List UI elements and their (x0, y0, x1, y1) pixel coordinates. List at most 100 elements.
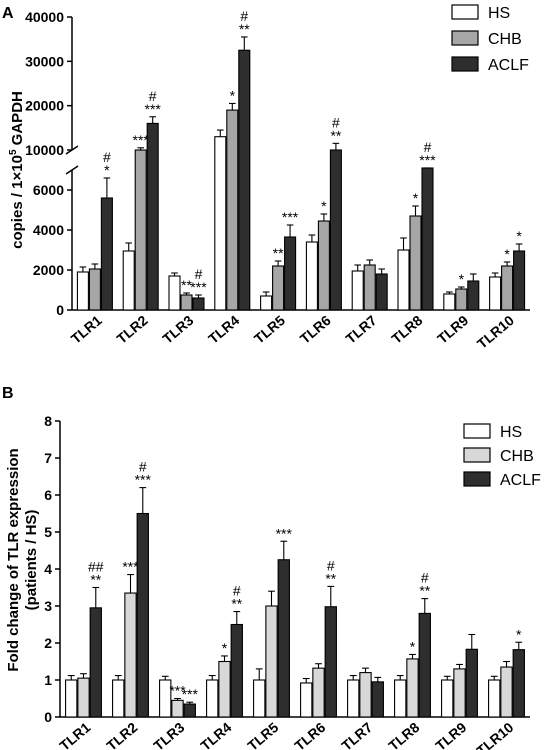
bar-chb-tlr9 (455, 288, 468, 311)
legend-label-chb: CHB (488, 31, 522, 48)
bar-hs-tlr4 (214, 136, 227, 311)
bar-chb-tlr2 (124, 592, 137, 718)
significance-marker: # (195, 266, 203, 282)
bar-chb-tlr1 (77, 677, 90, 718)
bar-hs-tlr7 (351, 270, 364, 311)
legend-label-chb: CHB (500, 448, 534, 465)
significance-marker: *** (133, 132, 150, 148)
x-tick-label: TLR2 (114, 312, 151, 347)
axis-break-mark (65, 165, 79, 175)
significance-marker: ** (330, 127, 341, 143)
significance-marker: *** (276, 525, 293, 541)
significance-marker: # (327, 557, 335, 573)
y-tick-label: 2000 (33, 262, 64, 278)
panel-b-letter: B (2, 385, 14, 402)
significance-marker: ** (419, 583, 430, 599)
significance-marker: * (516, 228, 522, 244)
legend-label-hs: HS (500, 424, 522, 441)
bar-aclf-tlr3 (183, 703, 196, 718)
y-tick-label: 40000 (25, 9, 64, 25)
y-tick-label: 10000 (25, 142, 64, 158)
significance-marker: * (459, 271, 465, 287)
significance-marker: * (321, 198, 327, 214)
significance-marker: ## (88, 559, 104, 575)
significance-marker: # (421, 570, 429, 586)
legend-swatch-chb (451, 30, 479, 46)
significance-marker: * (222, 640, 228, 656)
y-tick-label: 0 (56, 302, 64, 318)
bar-chb-tlr7 (363, 264, 376, 311)
legend-label-hs: HS (488, 5, 510, 22)
bar-chb-tlr5 (272, 265, 285, 311)
significance-marker: *** (169, 683, 186, 699)
significance-marker: * (504, 246, 510, 262)
significance-marker: ** (231, 596, 242, 612)
significance-marker: ** (325, 570, 336, 586)
bar-aclf-tlr5 (277, 559, 290, 718)
bar-chb-tlr10 (501, 265, 514, 311)
bar-aclf-tlr10 (513, 250, 526, 311)
significance-marker: *** (135, 472, 152, 488)
y-tick-label: 0 (44, 709, 52, 725)
y-tick-label: 3 (44, 598, 52, 614)
legend-label-aclf: ACLF (500, 472, 541, 489)
y-tick-label: 1 (44, 672, 52, 688)
x-tick-label: TLR6 (297, 312, 334, 347)
x-tick-label: TLR5 (244, 719, 281, 750)
bar-chb-tlr3 (171, 699, 184, 718)
bar-hs-tlr9 (441, 679, 454, 718)
panel-b-ylabel-line1: Fold change of TLR expression (5, 448, 22, 671)
y-tick-label: 20000 (25, 98, 64, 114)
bar-hs-tlr5 (260, 295, 273, 311)
x-tick-label: TLR8 (388, 312, 425, 347)
y-tick-label: 4 (44, 561, 52, 577)
bar-aclf-tlr6 (329, 149, 342, 311)
panel-a-plot: 020004000600010000200003000040000*******… (25, 4, 530, 352)
bar-aclf-tlr6 (324, 606, 337, 718)
y-tick-label: 30000 (25, 53, 64, 69)
x-tick-label: TLR1 (56, 719, 93, 750)
significance-marker: # (332, 114, 340, 130)
bar-hs-tlr6 (305, 241, 318, 311)
x-tick-label: TLR5 (251, 312, 288, 347)
bar-hs-tlr8 (394, 679, 407, 718)
significance-marker: * (410, 638, 416, 654)
significance-marker: # (103, 149, 111, 165)
x-tick-label: TLR4 (197, 719, 234, 750)
significance-marker: *** (282, 209, 299, 225)
x-tick-label: TLR6 (291, 719, 328, 750)
bar-chb-tlr8 (409, 215, 422, 311)
bar-chb-tlr8 (406, 658, 419, 718)
significance-marker: # (424, 139, 432, 155)
bar-chb-tlr5 (265, 605, 278, 718)
bar-aclf-tlr4 (230, 623, 243, 718)
significance-marker: *** (182, 686, 199, 702)
bar-chb-tlr6 (317, 220, 330, 311)
bar-hs-tlr2 (122, 250, 135, 311)
bar-aclf-tlr1 (100, 197, 113, 311)
x-tick-label: TLR8 (385, 719, 422, 750)
significance-marker: ** (181, 277, 192, 293)
bar-hs-tlr6 (300, 682, 313, 718)
significance-marker: # (240, 8, 248, 24)
x-tick-label: TLR3 (150, 719, 187, 750)
significance-marker: *** (122, 559, 139, 575)
significance-marker: *** (145, 101, 162, 117)
x-tick-label: TLR10 (473, 719, 516, 750)
y-tick-label: 2 (44, 635, 52, 651)
y-tick-label: 8 (44, 413, 52, 429)
bar-aclf-tlr9 (467, 280, 480, 311)
significance-marker: # (139, 459, 147, 475)
significance-marker: *** (419, 152, 436, 168)
bar-aclf-tlr2 (136, 512, 149, 718)
bar-chb-tlr4 (226, 109, 239, 311)
bar-aclf-tlr7 (375, 273, 388, 311)
x-tick-label: TLR7 (343, 312, 380, 347)
y-tick-label: 5 (44, 524, 52, 540)
legend-swatch-aclf (451, 56, 479, 72)
significance-marker: ** (90, 572, 101, 588)
bar-aclf-tlr8 (418, 612, 431, 718)
bar-chb-tlr3 (180, 294, 193, 311)
y-tick-label: 6 (44, 487, 52, 503)
